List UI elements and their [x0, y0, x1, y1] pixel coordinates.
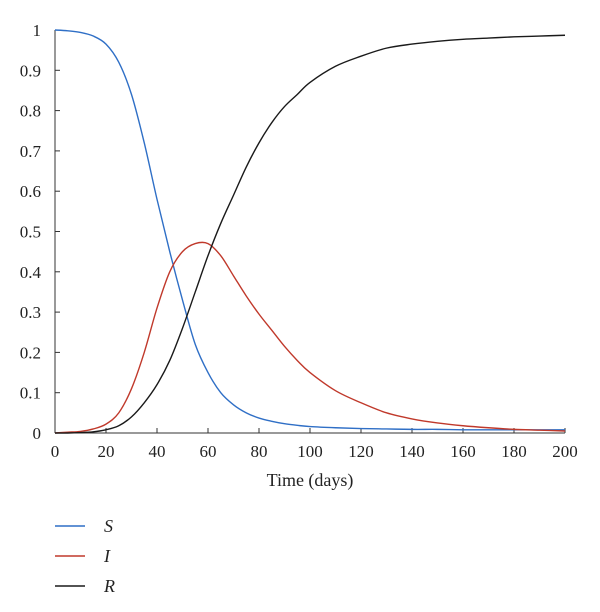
y-tick-label: 0.1 — [20, 384, 41, 403]
x-tick-label: 120 — [348, 442, 374, 461]
x-tick-label: 200 — [552, 442, 578, 461]
y-tick-label: 0.5 — [20, 223, 41, 242]
axes: 0 20 40 60 80 100 120 140 160 180 200 0 0.1 0.2 0.3 0.4… — [20, 21, 578, 461]
series-layer — [54, 29, 566, 434]
y-tick-label: 0 — [33, 424, 42, 443]
series-line-i — [54, 241, 566, 434]
series-line-r — [54, 34, 566, 434]
x-tick-label: 60 — [200, 442, 217, 461]
legend-label-i: I — [103, 546, 111, 566]
x-tick-label: 40 — [149, 442, 166, 461]
x-tick-label: 180 — [501, 442, 527, 461]
x-tick-label: 80 — [251, 442, 268, 461]
x-tick-label: 100 — [297, 442, 323, 461]
y-tick-label: 0.3 — [20, 303, 41, 322]
x-tick-label: 0 — [51, 442, 60, 461]
y-tick-label: 0.4 — [20, 263, 42, 282]
legend-label-s: S — [104, 516, 113, 536]
y-tick-label: 1 — [33, 21, 42, 40]
legend: SIR — [55, 516, 115, 596]
series-line-s — [54, 29, 565, 431]
legend-label-r: R — [103, 576, 115, 596]
x-tick-label: 20 — [98, 442, 115, 461]
y-tick-label: 0.9 — [20, 61, 41, 80]
y-tick-label: 0.2 — [20, 343, 41, 362]
x-axis-label: Time (days) — [267, 470, 354, 491]
x-tick-label: 140 — [399, 442, 425, 461]
x-tick-label: 160 — [450, 442, 476, 461]
y-tick-label: 0.8 — [20, 102, 41, 121]
y-tick-label: 0.7 — [20, 142, 42, 161]
y-tick-label: 0.6 — [20, 182, 41, 201]
